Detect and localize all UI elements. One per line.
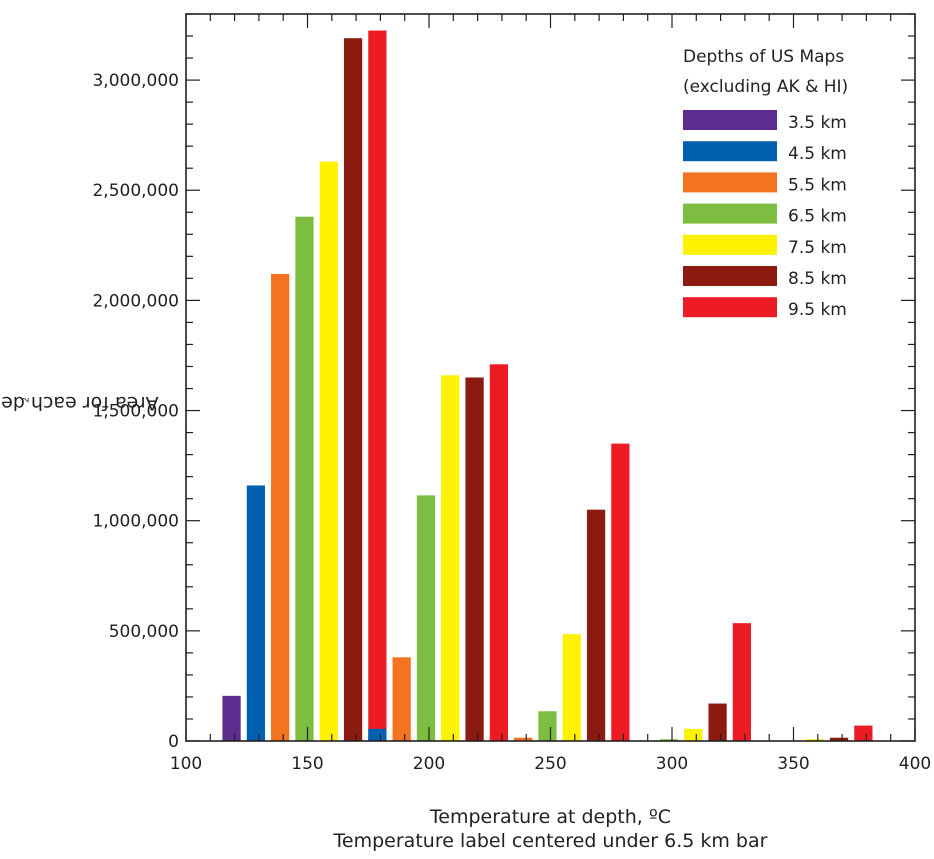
y-tick-label: 2,000,000 [92,291,179,311]
y-tick-label: 1,500,000 [92,402,179,422]
bar [319,161,338,742]
x-tick-label: 400 [899,754,931,774]
y-tick-label: 1,000,000 [92,512,179,532]
bar [271,273,290,741]
legend-items: 3.5 km 4.5 km 5.5 km 6.5 km 7.5 km 8.5 km 9.5 … [683,110,847,320]
bar [222,695,241,741]
y-tick-label: 3,000,000 [92,71,179,91]
legend-label: 4.5 km [788,144,847,164]
bar [611,443,630,741]
y-axis-label-text: Area for each depth slice, km [0,391,159,414]
legend-label: 5.5 km [788,175,847,195]
x-tick-label: 100 [170,754,202,774]
bar [465,377,484,741]
x-tick-label: 350 [777,754,809,774]
legend-label: 6.5 km [788,207,847,227]
x-tick-label: 200 [413,754,445,774]
x-tick-label: 150 [291,754,323,774]
bar [368,728,387,741]
bars-layer [222,30,873,742]
y-tick-label: 2,500,000 [92,181,179,201]
bar [829,737,849,741]
bar [854,725,873,741]
legend-label: 9.5 km [788,300,847,320]
x-tick-label: 300 [656,754,688,774]
bar [562,634,581,741]
legend-swatch [683,203,777,224]
bar [343,38,363,742]
bar [441,375,460,741]
bar [514,737,533,741]
legend-swatch [683,234,777,255]
bar [246,485,265,741]
bar [805,739,824,741]
legend-swatch [683,172,777,193]
bar [684,728,703,741]
bar [368,30,387,741]
bar [295,216,314,741]
x-axis-note: Temperature label centered under 6.5 km … [333,830,768,852]
bar [489,364,508,741]
legend: Depths of US Maps (excluding AK & HI) 3.… [683,47,848,320]
bar [416,495,436,741]
y-tick-label: 0 [168,732,179,752]
legend-label: 8.5 km [788,269,847,289]
legend-swatch [683,110,777,130]
bar [392,657,411,741]
bar [659,739,679,741]
bar [708,703,727,741]
x-axis-label: Temperature at depth, ºC [429,806,672,828]
bar [586,509,606,741]
ticks-layer: 100 150 200 250 300 350 400 0 500,000 1,000,000 1,… [92,13,931,774]
legend-title-line2: (excluding AK & HI) [683,77,848,97]
legend-label: 7.5 km [788,238,847,258]
legend-swatch [683,266,777,286]
bar [732,623,751,741]
y-axis-label: Area for each depth slice, km2 [0,392,159,414]
bar [538,711,557,741]
legend-swatch [683,141,777,162]
x-tick-label: 250 [534,754,566,774]
legend-label: 3.5 km [788,113,847,133]
legend-title-line1: Depths of US Maps [683,47,844,67]
legend-swatch [683,297,777,318]
y-tick-label: 500,000 [109,622,179,642]
